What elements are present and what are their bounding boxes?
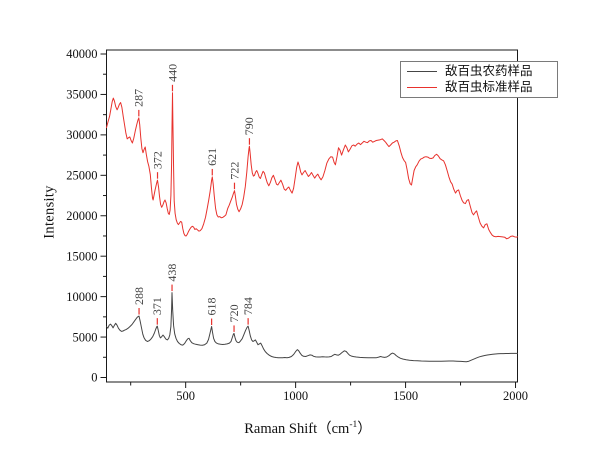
peak-label: 440	[165, 64, 179, 82]
y-tick-label: 5000	[73, 330, 98, 344]
series-group	[106, 92, 518, 363]
y-tick-label: 10000	[66, 290, 97, 304]
y-tick-label: 0	[91, 371, 97, 385]
x-tick-label: 1000	[283, 389, 308, 403]
legend: 敌百虫农药样品 敌百虫标准样品	[400, 61, 558, 98]
peak-label: 618	[204, 298, 218, 316]
series-line-1	[106, 92, 518, 240]
y-tick-label: 25000	[66, 169, 97, 183]
peak-label: 287	[132, 89, 146, 107]
x-tick-label: 500	[176, 389, 195, 403]
legend-item-label: 敌百虫标准样品	[445, 80, 533, 95]
peak-annotations-group: 288 371 438 618 720 784 287 372 440 621 722 790	[132, 64, 256, 332]
peak-label: 288	[132, 287, 146, 305]
y-tick-label: 20000	[66, 209, 97, 223]
plot-frame-group	[106, 49, 518, 383]
legend-item: 敌百虫农药样品	[401, 63, 557, 79]
peak-label: 722	[227, 162, 241, 180]
peak-label: 790	[242, 117, 256, 135]
x-tick-label: 1500	[393, 389, 418, 403]
x-axis-title-superscript: -1	[349, 420, 358, 431]
legend-item: 敌百虫标准样品	[401, 80, 557, 96]
x-axis-title-prefix: Raman Shift（cm	[244, 421, 350, 437]
series-line-0	[106, 292, 518, 363]
y-axis-title: Intensity	[41, 185, 58, 239]
legend-item-label: 敌百虫农药样品	[445, 64, 533, 79]
y-tick-label: 30000	[66, 128, 97, 142]
y-tick-label: 35000	[66, 88, 97, 102]
legend-line-sample-red	[407, 87, 437, 89]
peak-label: 371	[150, 297, 164, 315]
x-axis-title-suffix: ）	[357, 421, 372, 437]
axis-ticks-group	[100, 53, 517, 388]
peak-label: 784	[241, 297, 255, 315]
x-axis-title: Raman Shift（cm-1）	[244, 417, 372, 438]
legend-line-sample-black	[407, 70, 437, 72]
plot-frame	[106, 49, 518, 383]
x-tick-label: 2000	[503, 389, 528, 403]
axis-tick-labels-group: 500 1000 1500 20000500010000150002000025000…	[66, 47, 528, 403]
peak-label: 621	[205, 148, 219, 166]
peak-label: 372	[150, 151, 164, 169]
y-tick-label: 15000	[66, 249, 97, 263]
peak-label: 438	[165, 264, 179, 282]
peak-label: 720	[227, 304, 241, 322]
y-tick-label: 40000	[66, 47, 97, 61]
